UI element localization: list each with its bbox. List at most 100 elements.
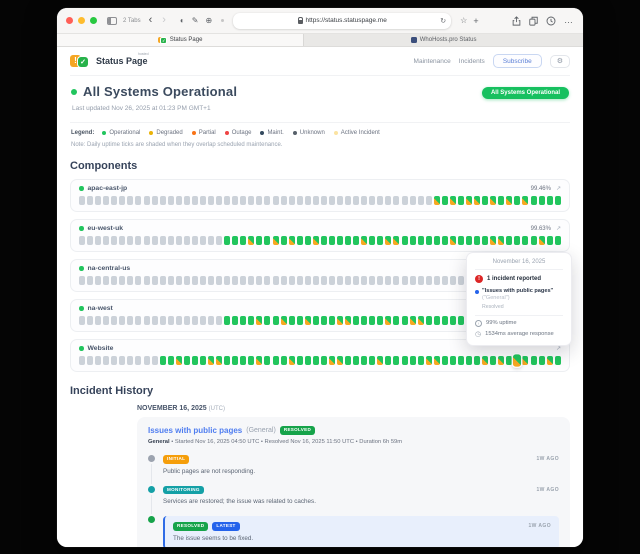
uptime-tick[interactable] [111, 276, 118, 285]
uptime-tick[interactable] [466, 236, 472, 245]
uptime-tick[interactable] [151, 196, 158, 205]
uptime-tick[interactable] [441, 196, 448, 205]
uptime-tick[interactable] [119, 316, 126, 325]
uptime-tick[interactable] [103, 236, 110, 245]
uptime-tick[interactable] [385, 316, 392, 325]
uptime-tick[interactable] [409, 316, 416, 325]
uptime-tick[interactable] [546, 356, 553, 365]
uptime-tick[interactable] [159, 236, 166, 245]
uptime-tick[interactable] [119, 196, 126, 205]
uptime-tick[interactable] [377, 316, 384, 325]
uptime-tick[interactable] [79, 276, 85, 285]
uptime-tick[interactable] [216, 276, 223, 285]
uptime-tick[interactable] [208, 356, 214, 365]
uptime-tick[interactable] [457, 196, 464, 205]
uptime-tick[interactable] [538, 236, 545, 245]
uptime-tick[interactable] [127, 196, 134, 205]
uptime-tick[interactable] [393, 236, 400, 245]
uptime-tick[interactable] [425, 356, 432, 365]
uptime-tick[interactable] [506, 196, 513, 205]
uptime-tick[interactable] [345, 356, 352, 365]
tab-whohosts-status[interactable]: WhoHosts.pro Status [304, 34, 583, 46]
uptime-tick[interactable] [175, 356, 182, 365]
uptime-tick[interactable] [353, 196, 360, 205]
uptime-tick[interactable] [457, 356, 464, 365]
uptime-tick[interactable] [232, 276, 239, 285]
uptime-tick[interactable] [466, 196, 472, 205]
uptime-tick[interactable] [401, 276, 408, 285]
uptime-tick[interactable] [167, 276, 174, 285]
uptime-tick[interactable] [296, 196, 303, 205]
uptime-tick[interactable] [248, 356, 255, 365]
uptime-tick[interactable] [514, 236, 521, 245]
uptime-tick[interactable] [167, 236, 174, 245]
uptime-tick[interactable] [79, 236, 85, 245]
uptime-tick[interactable] [353, 356, 360, 365]
uptime-tick[interactable] [264, 196, 271, 205]
uptime-tick[interactable] [457, 316, 464, 325]
uptime-tick[interactable] [385, 236, 392, 245]
tooltip-incident-title[interactable]: "Issues with public pages" ("General") [482, 288, 554, 302]
uptime-tick[interactable] [417, 236, 424, 245]
uptime-tick[interactable] [490, 196, 497, 205]
uptime-tick[interactable] [167, 196, 174, 205]
uptime-tick[interactable] [433, 316, 440, 325]
uptime-tick[interactable] [312, 356, 319, 365]
sidebar-icon[interactable] [107, 16, 117, 25]
uptime-tick[interactable] [95, 316, 102, 325]
uptime-tick[interactable] [369, 236, 376, 245]
uptime-tick[interactable] [256, 356, 263, 365]
uptime-tick[interactable] [256, 196, 263, 205]
uptime-tick[interactable] [498, 356, 505, 365]
uptime-tick[interactable] [208, 196, 214, 205]
uptime-tick[interactable] [409, 356, 416, 365]
uptime-tick[interactable] [135, 356, 142, 365]
uptime-tick[interactable] [417, 316, 424, 325]
uptime-tick-selected[interactable] [513, 354, 522, 367]
uptime-tick[interactable] [328, 356, 335, 365]
uptime-tick[interactable] [304, 316, 311, 325]
uptime-tick[interactable] [248, 276, 255, 285]
uptime-tick[interactable] [95, 236, 102, 245]
uptime-tick[interactable] [95, 356, 102, 365]
uptime-tick[interactable] [474, 236, 481, 245]
uptime-tick[interactable] [175, 276, 182, 285]
uptime-tick[interactable] [111, 236, 118, 245]
uptime-tick[interactable] [224, 196, 231, 205]
uptime-tick[interactable] [288, 196, 295, 205]
compose-icon[interactable]: ✎ [191, 16, 199, 25]
uptime-tick[interactable] [199, 236, 206, 245]
incident-title-link[interactable]: Issues with public pages [148, 426, 243, 435]
uptime-tick[interactable] [409, 236, 416, 245]
uptime-tick[interactable] [135, 236, 142, 245]
uptime-tick[interactable] [538, 196, 545, 205]
uptime-tick[interactable] [361, 276, 368, 285]
share-icon[interactable] [512, 15, 521, 26]
uptime-tick[interactable] [224, 236, 231, 245]
uptime-tick[interactable] [304, 236, 311, 245]
uptime-tick[interactable] [457, 276, 464, 285]
history-clock-icon[interactable] [546, 16, 556, 26]
uptime-tick[interactable] [353, 236, 360, 245]
uptime-tick[interactable] [498, 236, 505, 245]
uptime-tick[interactable] [87, 276, 94, 285]
uptime-tick[interactable] [506, 356, 513, 365]
uptime-tick[interactable] [433, 196, 440, 205]
uptime-tick[interactable] [345, 196, 352, 205]
uptime-tick[interactable] [449, 316, 456, 325]
uptime-tick[interactable] [328, 236, 335, 245]
uptime-tick[interactable] [433, 356, 440, 365]
uptime-tick[interactable] [216, 316, 223, 325]
uptime-tick[interactable] [320, 236, 327, 245]
uptime-tick[interactable] [506, 236, 513, 245]
uptime-tick[interactable] [409, 276, 416, 285]
uptime-tick[interactable] [127, 356, 134, 365]
uptime-tick[interactable] [240, 236, 247, 245]
uptime-tick[interactable] [337, 276, 343, 285]
uptime-tick[interactable] [522, 236, 529, 245]
uptime-tick[interactable] [369, 316, 376, 325]
uptime-tick[interactable] [272, 316, 279, 325]
uptime-tick[interactable] [304, 276, 311, 285]
uptime-tick[interactable] [345, 236, 352, 245]
uptime-tick[interactable] [280, 356, 287, 365]
